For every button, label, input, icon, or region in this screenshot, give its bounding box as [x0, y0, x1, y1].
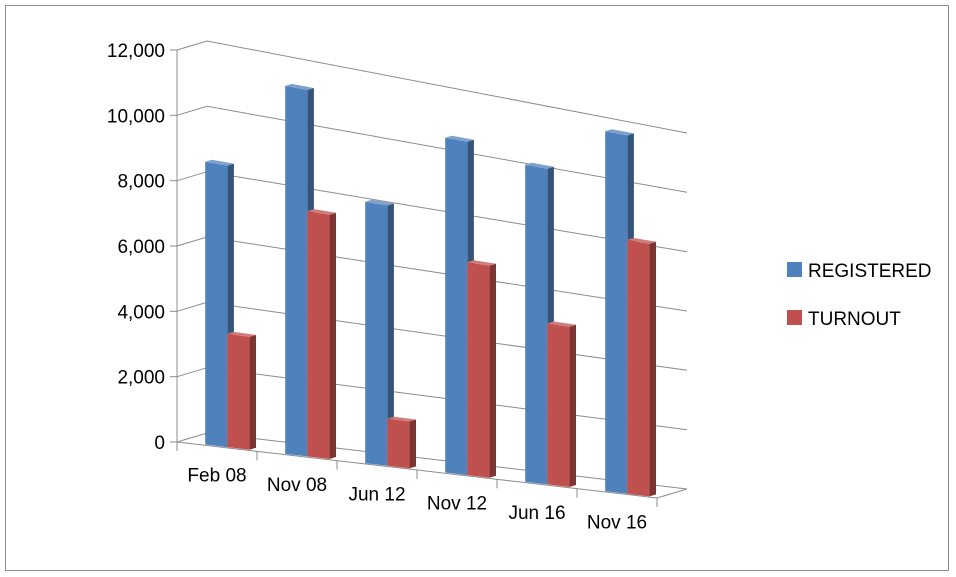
legend-swatch [787, 310, 802, 325]
bar-top [285, 83, 314, 90]
bar-front [467, 262, 490, 478]
bar-front [547, 323, 570, 487]
bar-top [627, 238, 656, 244]
x-axis-ticks: Feb 08 Nov 08 Jun 12 Nov 12 Jun 16 Nov 16 [176, 442, 658, 533]
bar-side [409, 419, 416, 469]
bar-turnout-jun-16 [547, 321, 576, 487]
bar-front [307, 211, 330, 459]
bar-front [445, 137, 468, 476]
bar-top [547, 321, 576, 327]
y-tick-label: 10,000 [107, 106, 165, 127]
bar-top [387, 416, 416, 422]
bar-top [227, 331, 256, 337]
bar-front [227, 333, 250, 450]
bar-front [205, 161, 228, 448]
bar-turnout-feb-08 [227, 331, 256, 450]
legend-swatch [787, 262, 802, 277]
y-tick-label: 6,000 [117, 237, 165, 258]
y-axis-ticks: 0 2,000 4,000 6,000 8,000 10,000 12,000 [107, 41, 177, 454]
bar-registered-jun-12 [365, 199, 394, 466]
bar-side [329, 212, 336, 459]
bar-top [467, 260, 496, 266]
gridline [176, 105, 688, 193]
bar-front [525, 164, 548, 485]
legend-label: REGISTERED [808, 261, 932, 282]
bar-front [627, 239, 650, 497]
y-tick-label: 4,000 [117, 302, 165, 323]
bar-top [445, 135, 474, 142]
bar-side [249, 334, 256, 450]
bar-front [387, 418, 410, 469]
x-tick-label: Jun 16 [508, 503, 565, 524]
bar-top [307, 209, 336, 215]
y-tick-label: 8,000 [117, 172, 165, 193]
legend[interactable]: REGISTERED TURNOUT [787, 261, 932, 330]
x-tick-label: Jun 12 [348, 484, 405, 505]
x-tick-label: Nov 12 [427, 494, 487, 515]
y-tick-label: 2,000 [117, 368, 165, 389]
bar-front [285, 85, 308, 457]
bar-front [365, 201, 388, 466]
legend-label: TURNOUT [808, 309, 901, 330]
y-tick-label: 0 [154, 433, 165, 454]
bar-front [605, 131, 628, 494]
floor-edge [656, 488, 688, 499]
chart-bars [205, 83, 656, 497]
bar-side [649, 241, 656, 497]
bar-top [525, 162, 554, 169]
bar-top [365, 199, 394, 206]
bar-turnout-nov-12 [467, 260, 496, 478]
bar-side [489, 263, 496, 478]
legend-item-registered[interactable]: REGISTERED [787, 261, 932, 282]
x-tick-label: Nov 08 [267, 475, 327, 496]
y-tick-label: 12,000 [107, 41, 165, 62]
bar-turnout-jun-12 [387, 416, 416, 469]
bar-side [387, 203, 394, 466]
bar-top [605, 129, 634, 136]
x-tick-label: Nov 16 [587, 512, 647, 533]
bar-top [205, 159, 234, 166]
gridline [176, 40, 688, 134]
bar-side [569, 324, 576, 487]
bar-turnout-nov-16 [627, 238, 656, 497]
bar-turnout-nov-08 [307, 209, 336, 459]
x-tick-label: Feb 08 [187, 466, 246, 487]
legend-item-turnout[interactable]: TURNOUT [787, 309, 901, 330]
